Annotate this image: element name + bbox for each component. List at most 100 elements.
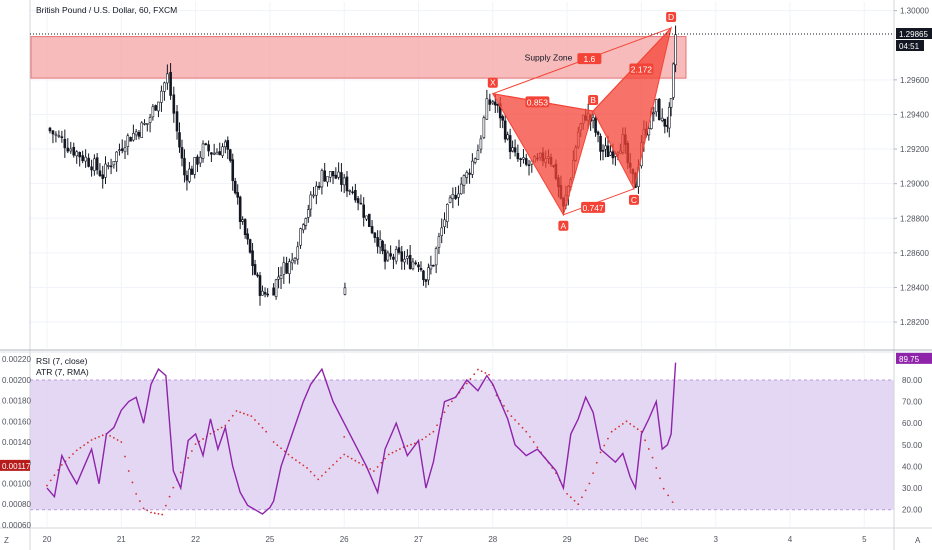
candle-body xyxy=(293,257,297,262)
rsi-axis[interactable]: 80.00 70.00 60.00 50.00 40.00 30.00 20.00 xyxy=(902,376,923,515)
timezone-corner[interactable]: Z xyxy=(4,536,9,545)
candle-body xyxy=(674,34,677,66)
time-tick-label: 27 xyxy=(414,535,423,544)
candle-body xyxy=(210,152,213,155)
atr-dot xyxy=(142,507,145,510)
atr-dot xyxy=(298,461,301,464)
candle-body xyxy=(657,98,661,121)
atr-dot xyxy=(291,456,294,459)
atr-dot xyxy=(109,434,112,437)
candle-body xyxy=(376,237,379,247)
atr-dot xyxy=(328,467,331,470)
candle-body xyxy=(417,264,420,268)
atr-axis[interactable]: 0.00220 0.00200 0.00180 0.00160 0.00140 0.001… xyxy=(2,355,31,530)
price-tick-label: 1.29000 xyxy=(900,180,929,189)
atr-dot xyxy=(667,494,670,497)
candle-body xyxy=(362,204,366,218)
candle-body xyxy=(491,101,495,104)
price-tick-label: 1.28800 xyxy=(900,214,929,223)
candle-body xyxy=(304,218,308,226)
candle-body xyxy=(251,250,254,267)
candle-body xyxy=(75,151,79,157)
candle-body xyxy=(522,157,525,160)
pattern-line-ac xyxy=(563,188,635,216)
atr-dot xyxy=(98,435,100,438)
candle-body xyxy=(218,151,222,156)
atr-dot xyxy=(235,410,238,412)
atr-dot xyxy=(161,513,164,516)
candle-body xyxy=(345,176,349,192)
rsi-tick-label: 70.00 xyxy=(902,398,923,407)
candle-body xyxy=(354,190,357,201)
atr-dot xyxy=(387,453,390,456)
candle-body xyxy=(320,170,324,188)
atr-dot xyxy=(354,459,357,462)
candle-body xyxy=(101,174,105,179)
candle-body xyxy=(126,135,130,147)
atr-dot xyxy=(514,419,516,421)
atr-dot xyxy=(94,437,97,440)
candle-body xyxy=(511,147,514,152)
candle-body xyxy=(81,155,84,162)
time-tick-label: 3 xyxy=(713,535,718,544)
candle-body xyxy=(660,117,664,122)
atr-legend: ATR (7, RMA) xyxy=(36,367,89,377)
time-tick-label: 26 xyxy=(340,535,349,544)
candle-body xyxy=(190,168,194,175)
pattern-ratio-badge xyxy=(629,63,654,75)
time-tick-label: 5 xyxy=(862,535,867,544)
candle-body xyxy=(95,157,99,171)
atr-dot xyxy=(361,463,364,466)
atr-dot xyxy=(447,404,450,407)
price-axis[interactable]: 1.30000 1.29600 1.29400 1.29200 1.29000 1.288… xyxy=(894,7,929,327)
candle-body xyxy=(516,152,520,160)
candle-body xyxy=(228,149,232,161)
candle-body xyxy=(288,261,291,275)
atr-dot xyxy=(120,441,123,443)
candle-body xyxy=(207,144,210,152)
candle-body xyxy=(236,192,240,198)
candle-body xyxy=(309,194,313,210)
atr-dot xyxy=(295,459,297,462)
pattern-point-marker xyxy=(558,220,569,231)
atr-tick-label: 0.00200 xyxy=(2,376,31,385)
price-tick-label: 1.30000 xyxy=(900,7,929,16)
atr-dot xyxy=(321,474,323,477)
candle-body xyxy=(169,71,172,96)
candle-body xyxy=(381,240,384,252)
time-axis[interactable]: 20 21 22 25 26 27 28 29 Dec 3 4 5 xyxy=(43,535,868,544)
auto-scale-button[interactable]: A xyxy=(915,536,921,545)
atr-dot xyxy=(179,471,182,474)
atr-dot xyxy=(124,455,126,458)
atr-tick-label: 0.00140 xyxy=(2,438,31,447)
pattern-ratio-label: 2.172 xyxy=(631,64,653,74)
candle-body xyxy=(331,171,335,177)
harmonic-pattern[interactable]: X A B C D 0.853 0.747 2.172 1.6 xyxy=(487,11,677,231)
rsi-tick-label: 60.00 xyxy=(902,419,923,428)
candle-body xyxy=(359,202,363,205)
time-tick-label: Dec xyxy=(634,535,648,544)
atr-dot xyxy=(662,487,665,490)
candle-body xyxy=(443,219,446,227)
candle-body xyxy=(315,185,318,196)
rsi-tick-label: 30.00 xyxy=(902,484,923,493)
candle-body xyxy=(90,166,93,171)
pattern-point-label: X xyxy=(490,78,496,88)
candle-body xyxy=(524,158,528,165)
candle-body xyxy=(123,147,127,153)
candle-body xyxy=(591,117,595,121)
atr-dot xyxy=(488,373,490,376)
price-tick-label: 1.28200 xyxy=(900,318,929,327)
candle-body xyxy=(427,267,430,281)
candle-body xyxy=(448,197,452,203)
atr-dot xyxy=(443,411,446,414)
atr-dot xyxy=(49,479,52,482)
candle-body xyxy=(440,227,444,236)
candle-body xyxy=(266,293,269,296)
candle-body xyxy=(326,176,329,183)
candle-body xyxy=(178,132,181,148)
candle-body xyxy=(317,185,321,188)
supply-zone-rect[interactable] xyxy=(30,36,687,79)
candle-body xyxy=(454,195,457,199)
